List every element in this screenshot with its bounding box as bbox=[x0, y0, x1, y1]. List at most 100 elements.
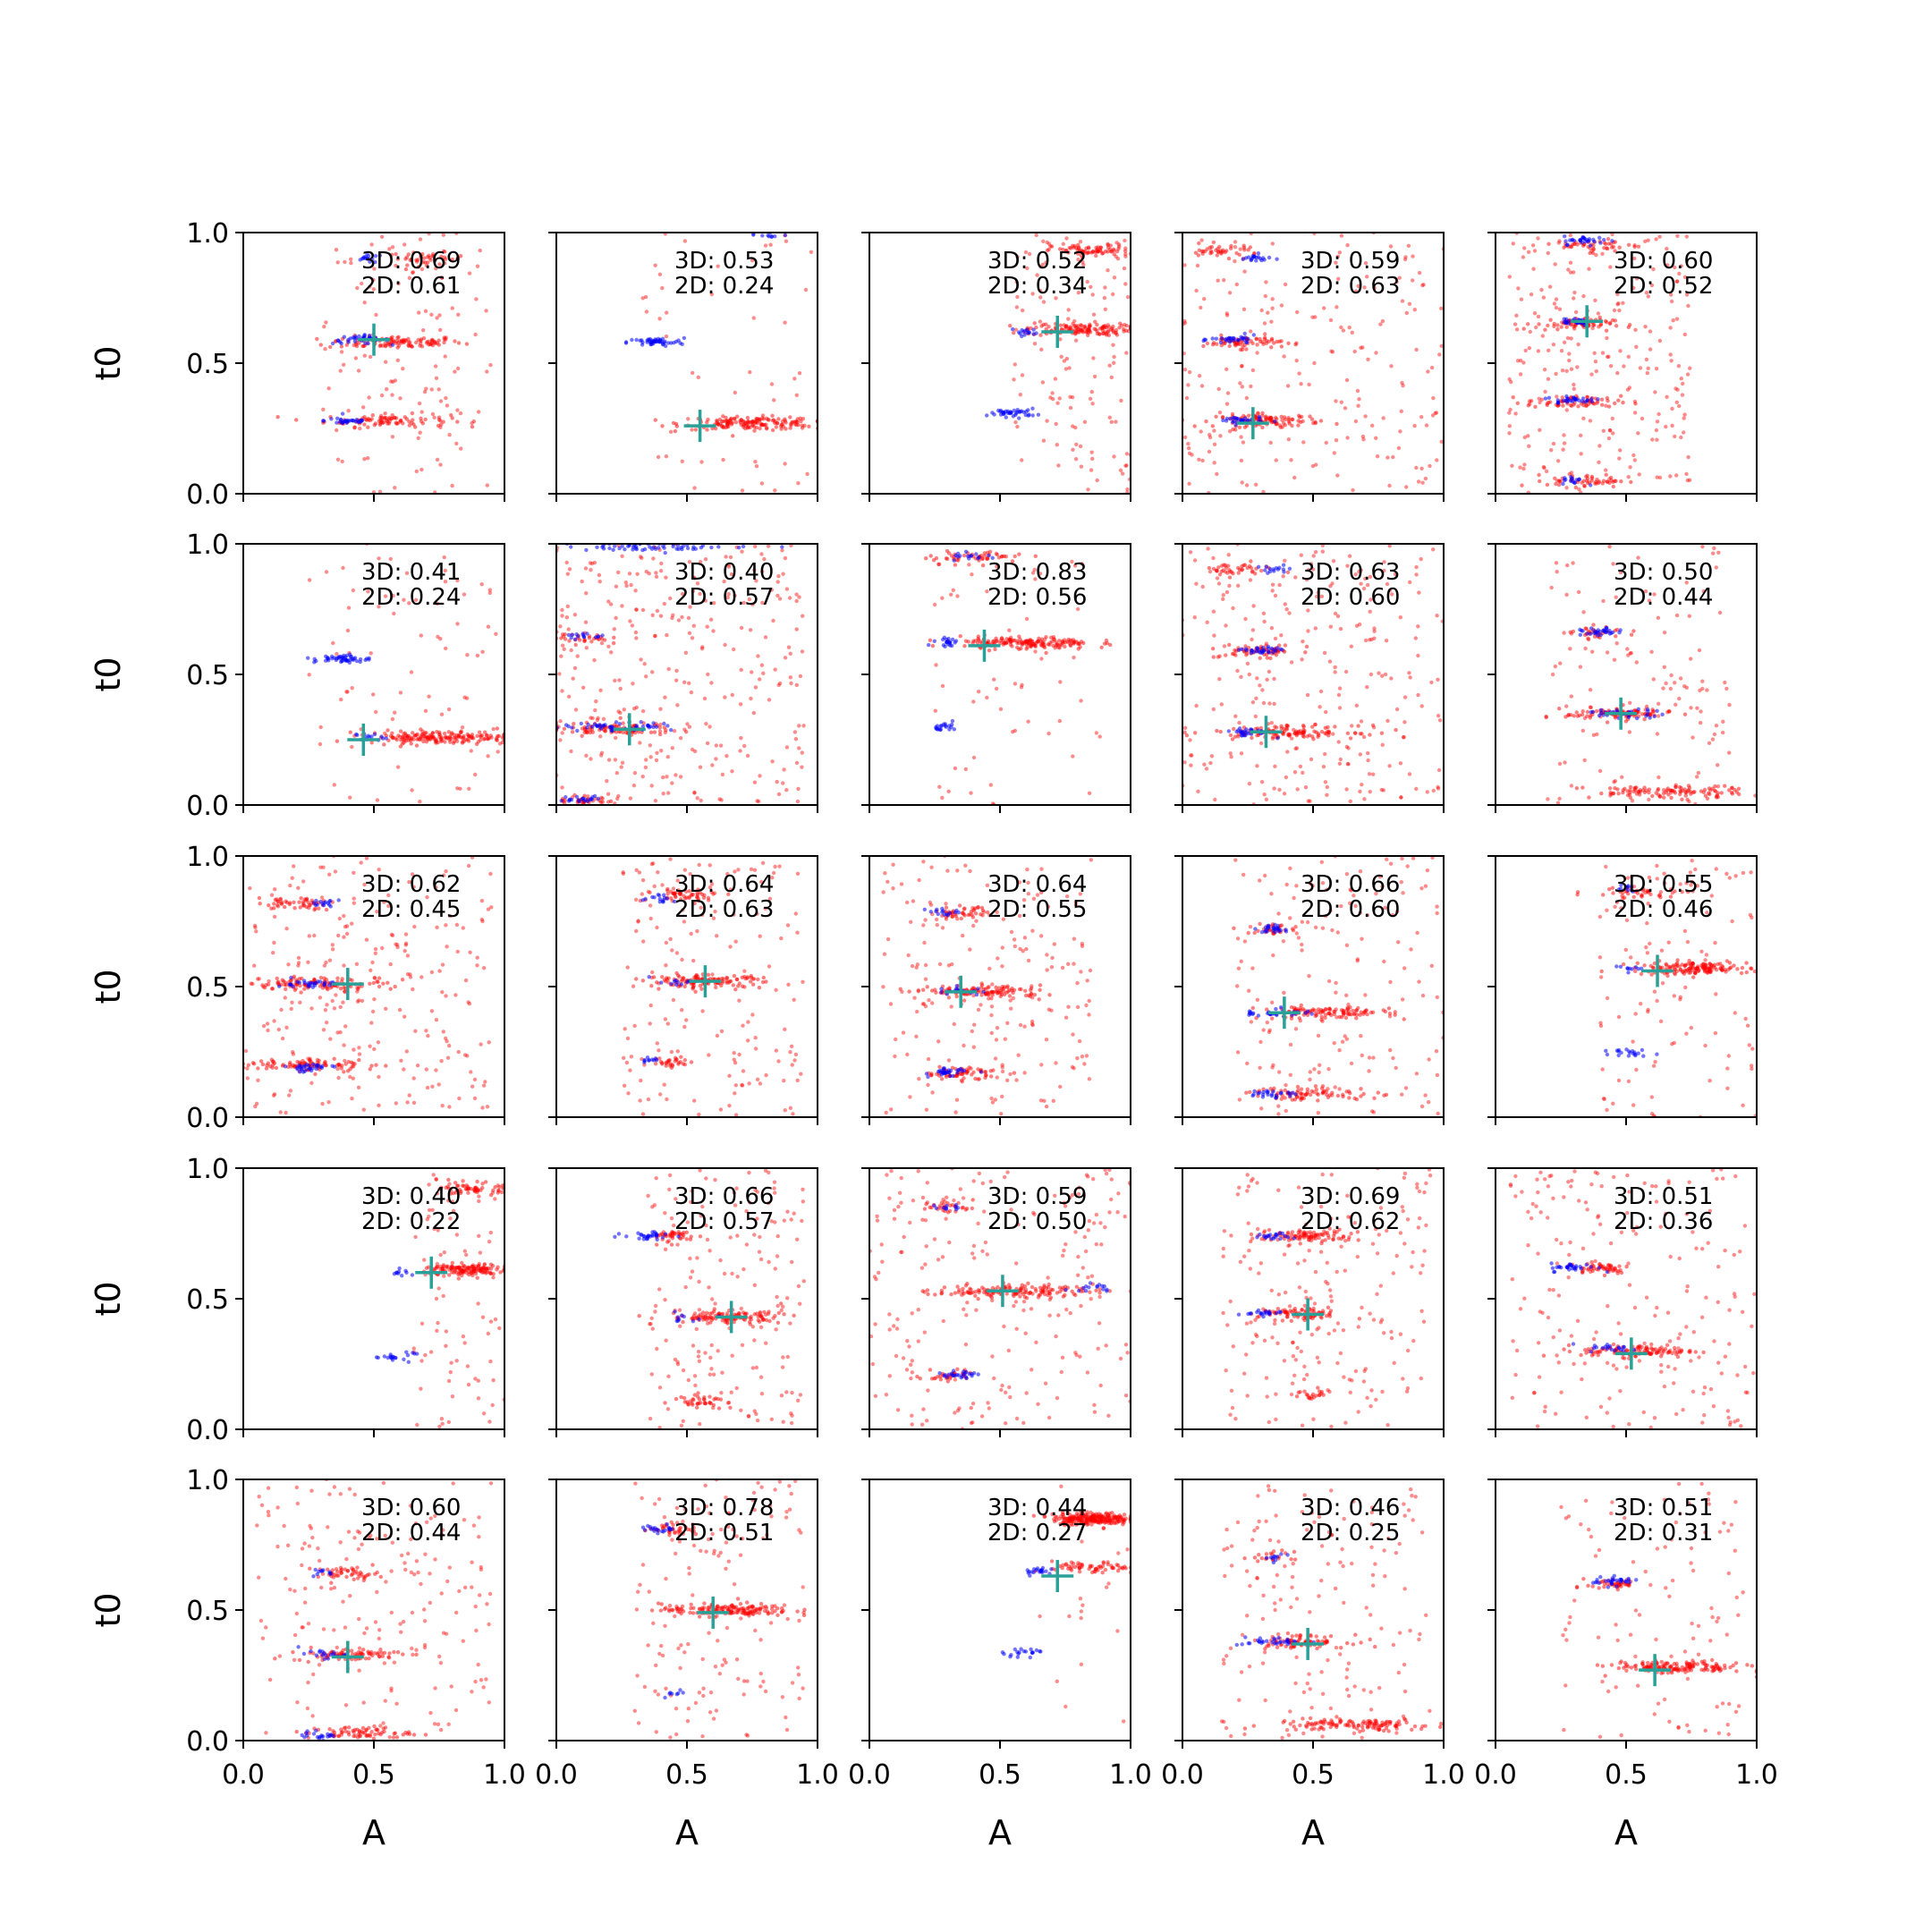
scatter-point bbox=[586, 794, 590, 799]
scatter-point bbox=[456, 312, 461, 317]
scatter-point bbox=[1017, 634, 1021, 639]
scatter-point bbox=[1655, 732, 1660, 736]
scatter-point bbox=[1613, 786, 1617, 791]
scatter-point bbox=[1358, 752, 1363, 757]
scatter-point bbox=[344, 924, 350, 928]
scatter-point bbox=[1614, 595, 1618, 599]
scatter-point bbox=[560, 643, 565, 648]
scatter-point bbox=[379, 393, 385, 398]
scatter-point bbox=[404, 1049, 409, 1054]
scatter-point bbox=[1334, 260, 1338, 265]
scatter-point bbox=[1272, 676, 1276, 682]
scatter-point bbox=[1550, 672, 1555, 677]
scatter-point bbox=[1582, 758, 1587, 763]
scatter-point bbox=[1118, 321, 1123, 326]
scatter-point bbox=[1073, 338, 1079, 343]
scatter-point bbox=[653, 263, 657, 267]
scatter-point bbox=[1063, 248, 1069, 253]
scatter-point bbox=[1051, 643, 1055, 648]
scatter-point bbox=[1216, 386, 1221, 392]
scatter-point bbox=[1273, 636, 1278, 641]
scatter-point bbox=[717, 417, 723, 422]
scatter-point bbox=[1260, 425, 1265, 430]
scatter-point bbox=[1593, 479, 1598, 485]
scatter-point bbox=[1093, 319, 1097, 324]
scatter-point bbox=[932, 602, 937, 607]
scatter-point bbox=[342, 362, 346, 367]
scatter-point bbox=[934, 726, 938, 731]
scatter-point bbox=[1399, 409, 1404, 413]
scatter-point bbox=[434, 1018, 439, 1022]
scatter-point bbox=[1359, 345, 1363, 350]
scatter-point bbox=[363, 657, 368, 663]
scatter-point bbox=[1091, 312, 1097, 317]
scatter-point bbox=[1251, 333, 1257, 337]
scatter-point bbox=[1007, 638, 1013, 642]
scatter-point bbox=[1677, 271, 1682, 276]
scatter-point bbox=[1674, 279, 1680, 284]
scatter-point bbox=[1689, 657, 1693, 661]
scatter-point bbox=[423, 708, 428, 713]
scatter-point bbox=[393, 710, 397, 715]
scatter-point bbox=[1045, 240, 1049, 245]
scatter-point bbox=[1325, 792, 1329, 797]
scatter-point bbox=[588, 561, 593, 565]
scatter-point bbox=[1023, 328, 1028, 333]
label-2d: 2D: 0.44 bbox=[1614, 584, 1713, 611]
scatter-point bbox=[1435, 614, 1439, 618]
scatter-point bbox=[289, 1006, 293, 1012]
scatter-point bbox=[924, 556, 928, 561]
scatter-point bbox=[327, 958, 333, 962]
scatter-point bbox=[1513, 322, 1518, 326]
scatter-point bbox=[1265, 656, 1270, 660]
scatter-point bbox=[657, 272, 663, 276]
scatter-point bbox=[1227, 291, 1233, 295]
scatter-point bbox=[1393, 572, 1398, 577]
scatter-point bbox=[1268, 656, 1273, 661]
scatter-point bbox=[1228, 733, 1233, 738]
scatter-point bbox=[387, 415, 392, 420]
scatter-point bbox=[1431, 788, 1436, 793]
scatter-point bbox=[1534, 325, 1538, 330]
scatter-point bbox=[425, 894, 429, 900]
scatter-point bbox=[1665, 394, 1669, 399]
scatter-point bbox=[324, 1063, 328, 1068]
scatter-point bbox=[400, 978, 405, 982]
scatter-point bbox=[1705, 796, 1710, 801]
scatter-point bbox=[608, 799, 614, 803]
scatter-point bbox=[1568, 647, 1572, 651]
scatter-point bbox=[1297, 731, 1301, 736]
scatter-point bbox=[1596, 397, 1600, 402]
scatter-point bbox=[1270, 297, 1275, 301]
scatter-point bbox=[1204, 767, 1209, 771]
scatter-point bbox=[640, 547, 645, 553]
scatter-point bbox=[570, 725, 574, 730]
scatter-point bbox=[738, 419, 742, 423]
scatter-point bbox=[1346, 746, 1351, 750]
scatter-point bbox=[1544, 469, 1549, 474]
scatter-point bbox=[1025, 266, 1030, 271]
scatter-point bbox=[1580, 235, 1585, 241]
scatter-point bbox=[1254, 337, 1259, 342]
scatter-point bbox=[354, 962, 360, 967]
scatter-point bbox=[639, 657, 643, 662]
scatter-point bbox=[411, 987, 415, 992]
scatter-point bbox=[1111, 343, 1115, 347]
scatter-point bbox=[318, 975, 324, 980]
scatter-point bbox=[1285, 570, 1291, 574]
scatter-point bbox=[323, 1008, 328, 1013]
scatter-point bbox=[1580, 241, 1585, 245]
scatter-point bbox=[381, 981, 386, 986]
scatter-point bbox=[450, 731, 454, 735]
label-3d: 3D: 0.60 bbox=[1614, 248, 1713, 275]
scatter-point bbox=[394, 942, 398, 946]
scatter-point bbox=[661, 544, 665, 548]
scatter-point bbox=[417, 310, 421, 315]
scatter-point bbox=[704, 722, 708, 726]
scatter-point bbox=[1279, 414, 1284, 419]
scatter-point bbox=[1108, 247, 1113, 252]
scatter-point bbox=[671, 613, 675, 617]
scatter-point bbox=[1569, 367, 1574, 371]
scatter-point bbox=[1679, 435, 1683, 440]
scatter-point bbox=[565, 572, 570, 576]
